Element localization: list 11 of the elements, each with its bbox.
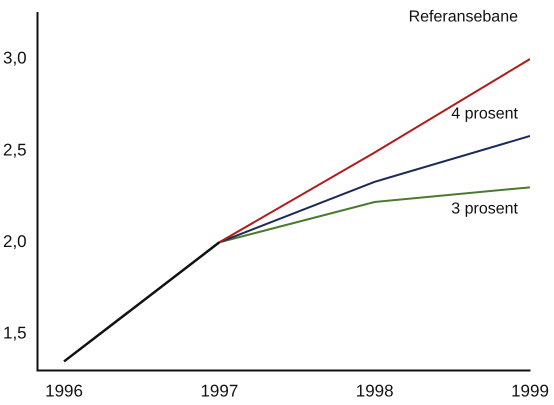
series-label: 4 prosent (451, 105, 519, 122)
y-tick-label: 2,0 (2, 232, 27, 251)
x-tick-label: 1999 (511, 381, 549, 400)
x-tick-label: 1996 (45, 381, 83, 400)
series-label: 3 prosent (451, 200, 519, 218)
y-tick-label: 2,5 (2, 140, 27, 160)
y-tick-label: 3,0 (2, 48, 27, 68)
text: Referansebane (408, 8, 518, 26)
x-tick-label: 1997 (200, 381, 238, 400)
x-tick-label: 1998 (356, 381, 394, 400)
y-tick-label: 1,5 (2, 324, 27, 343)
